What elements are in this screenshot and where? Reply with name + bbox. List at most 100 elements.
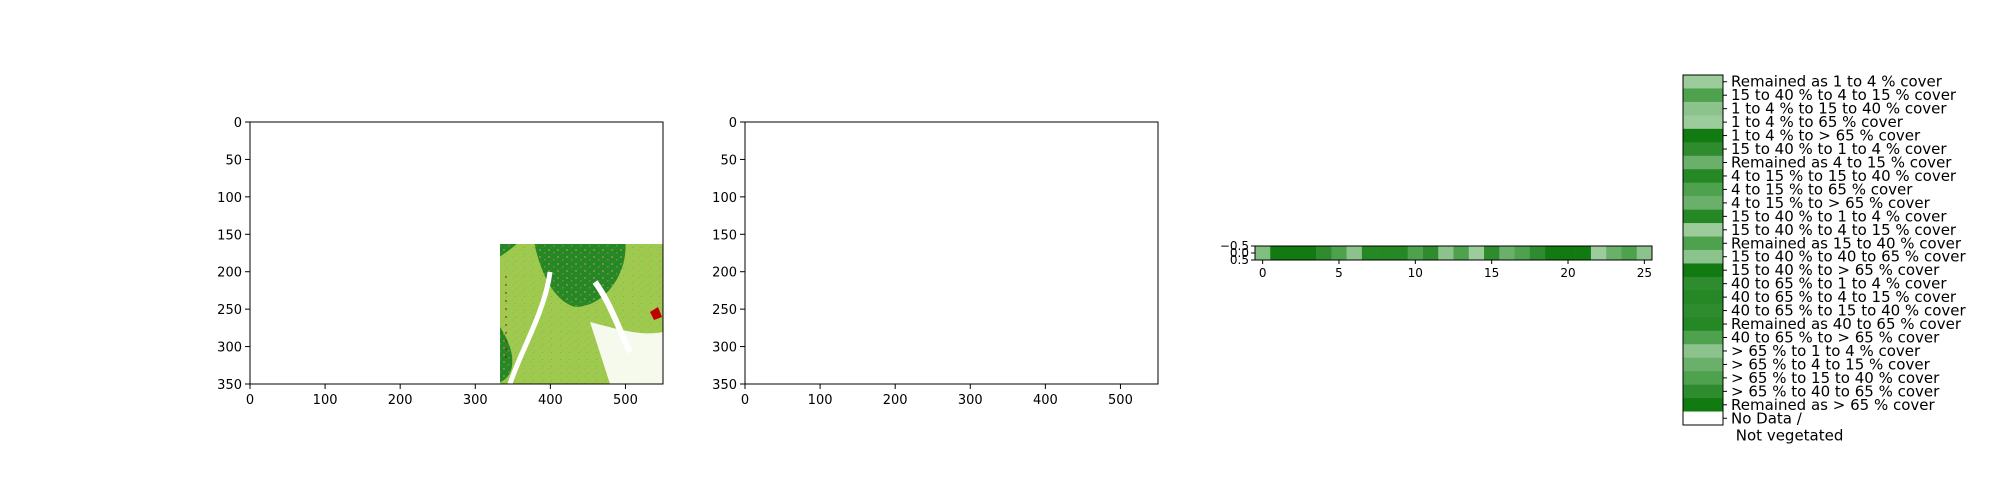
strip-cell <box>1621 246 1638 260</box>
legend-swatch <box>1683 128 1723 143</box>
strip-cell <box>1468 246 1485 260</box>
y-tick-label: 200 <box>217 266 242 281</box>
x-tick-label: 300 <box>958 393 983 408</box>
legend-swatch <box>1683 209 1723 224</box>
y-tick-label: 50 <box>720 153 737 168</box>
legend-swatch <box>1683 250 1723 264</box>
legend-swatch <box>1683 169 1723 183</box>
x-tick-label: 400 <box>538 393 563 408</box>
legend-label: 1 to 4 % to 15 to 40 % cover <box>1731 100 1947 118</box>
y-tick-label: 0.5 <box>1230 253 1249 267</box>
legend-label: No Data / Not vegetated <box>1731 409 1843 444</box>
x-tick-label: 300 <box>463 393 488 408</box>
legend-label: Remained as 4 to 15 % cover <box>1731 154 1952 172</box>
strip-cell <box>1422 246 1439 260</box>
y-tick-label: 50 <box>225 153 242 168</box>
y-tick-label: 0 <box>234 116 242 131</box>
strip-cell <box>1377 246 1393 260</box>
legend-swatch <box>1683 330 1723 345</box>
legend-label: 15 to 40 % to > 65 % cover <box>1731 261 1940 279</box>
legend-label: 15 to 40 % to 40 to 65 % cover <box>1731 248 1966 266</box>
x-tick-label: 5 <box>1335 266 1343 280</box>
legend-swatch <box>1683 357 1723 372</box>
y-tick-label: 200 <box>712 266 737 281</box>
legend-label: 15 to 40 % to 4 to 15 % cover <box>1731 86 1957 104</box>
y-tick-label: −0.5 <box>1220 239 1249 253</box>
legend-swatch <box>1683 115 1723 130</box>
strip-cell <box>1438 246 1454 260</box>
strip-cell <box>1499 246 1515 260</box>
y-tick-label: 100 <box>217 191 242 206</box>
y-tick-label: 300 <box>712 341 737 356</box>
legend-label: 40 to 65 % to 1 to 4 % cover <box>1731 275 1947 293</box>
legend-label: 40 to 65 % to > 65 % cover <box>1731 329 1940 347</box>
x-tick-label: 200 <box>883 393 908 408</box>
strip-cell <box>1560 246 1576 260</box>
x-tick-label: 10 <box>1408 266 1423 280</box>
legend-label: 4 to 15 % to > 65 % cover <box>1731 194 1931 212</box>
strip-cell <box>1300 246 1317 260</box>
legend-swatch <box>1683 371 1723 385</box>
x-tick-label: 100 <box>313 393 338 408</box>
y-tick-label: 250 <box>217 303 242 318</box>
legend-label: 4 to 15 % to 65 % cover <box>1731 180 1913 198</box>
legend-label: 40 to 65 % to 4 to 15 % cover <box>1731 288 1957 306</box>
legend-label: 1 to 4 % to 65 % cover <box>1731 113 1904 131</box>
legend-label: 1 to 4 % to > 65 % cover <box>1731 127 1921 145</box>
y-tick-label: 100 <box>712 191 737 206</box>
legend-label: 15 to 40 % to 1 to 4 % cover <box>1731 140 1947 158</box>
strip-cell <box>1270 246 1286 260</box>
x-tick-label: 15 <box>1484 266 1499 280</box>
legend-swatch <box>1683 75 1723 89</box>
strip-cell <box>1590 246 1607 260</box>
x-tick-label: 500 <box>1108 393 1133 408</box>
strip-cell <box>1361 246 1378 260</box>
x-tick-label: 500 <box>613 393 638 408</box>
legend-swatch <box>1683 303 1723 318</box>
legend-label: > 65 % to 40 to 65 % cover <box>1731 382 1940 400</box>
strip-cell <box>1636 246 1653 260</box>
legend-swatch <box>1683 398 1723 412</box>
legend-swatch <box>1683 155 1723 170</box>
legend-swatch <box>1683 88 1723 103</box>
x-tick-label: 0 <box>246 393 254 408</box>
y-tick-label: 150 <box>217 228 242 243</box>
strip-cell <box>1453 246 1470 260</box>
map-panel-left: 0 100 200 300 400 500 0 50 100 150 200 250 300 350 <box>217 116 664 408</box>
legend-swatch <box>1683 276 1723 291</box>
strip-cell <box>1331 246 1347 260</box>
colormap-strip-panel: 0 5 10 15 20 25 −0.50.00.5 <box>1220 239 1653 280</box>
strip-cell <box>1575 246 1592 260</box>
strip-cell <box>1545 246 1561 260</box>
x-tick-label: 20 <box>1560 266 1575 280</box>
legend-swatch <box>1683 411 1723 426</box>
legend-label: Remained as 15 to 40 % cover <box>1731 234 1962 252</box>
y-tick-label: 300 <box>217 341 242 356</box>
legend-label: > 65 % to 1 to 4 % cover <box>1731 342 1921 360</box>
legend-label: > 65 % to 4 to 15 % cover <box>1731 355 1931 373</box>
strip-cell <box>1392 246 1408 260</box>
strip-cell <box>1514 246 1531 260</box>
legend-swatch <box>1683 101 1723 116</box>
legend-swatch <box>1683 236 1723 251</box>
strip-cell <box>1484 246 1500 260</box>
x-tick-label: 25 <box>1637 266 1652 280</box>
legend-label: 15 to 40 % to 1 to 4 % cover <box>1731 207 1947 225</box>
legend-swatch <box>1683 223 1723 237</box>
strip-cell <box>1346 246 1363 260</box>
legend-swatch <box>1683 317 1723 332</box>
strip-cell <box>1606 246 1622 260</box>
x-tick-label: 400 <box>1033 393 1058 408</box>
legend-swatch <box>1683 290 1723 305</box>
legend-label: > 65 % to 15 to 40 % cover <box>1731 369 1940 387</box>
x-tick-label: 100 <box>808 393 833 408</box>
y-tick-label: 350 <box>712 378 737 393</box>
legend-swatch <box>1683 344 1723 358</box>
legend-swatch <box>1683 196 1723 210</box>
strip-cell <box>1316 246 1332 260</box>
legend-label: 40 to 65 % to 15 to 40 % cover <box>1731 302 1966 320</box>
strip-cell <box>1529 246 1546 260</box>
y-tick-label: 250 <box>712 303 737 318</box>
